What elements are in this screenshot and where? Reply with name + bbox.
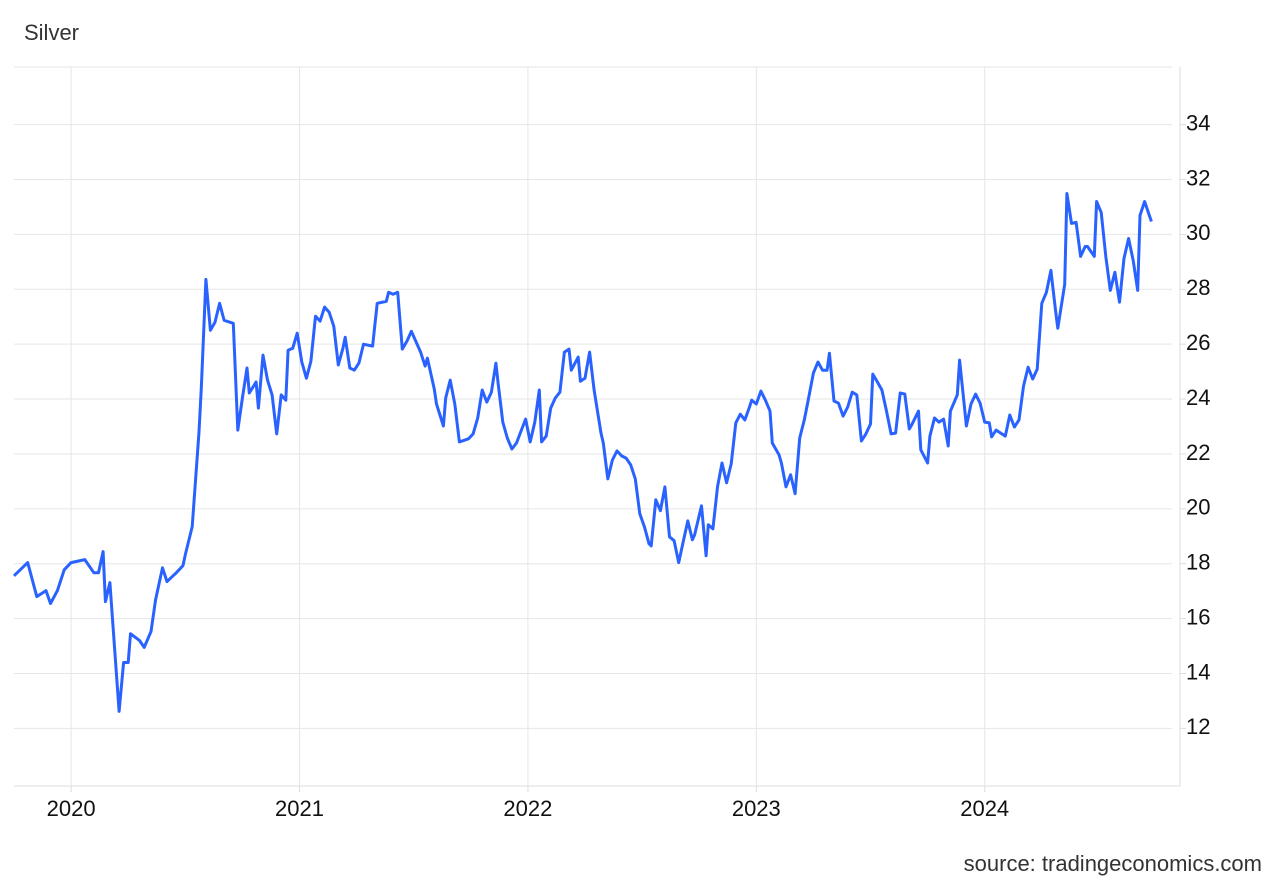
x-tick-label: 2021	[275, 796, 324, 821]
y-tick-label: 26	[1186, 330, 1210, 355]
y-tick-label: 28	[1186, 275, 1210, 300]
x-tick-label: 2023	[732, 796, 781, 821]
y-tick-label: 22	[1186, 440, 1210, 465]
y-tick-label: 16	[1186, 604, 1210, 629]
x-tick-label: 2022	[503, 796, 552, 821]
price-line	[12, 192, 1153, 713]
y-tick-label: 34	[1186, 110, 1210, 135]
y-tick-label: 20	[1186, 495, 1210, 520]
source-note: source: tradingeconomics.com	[964, 851, 1262, 876]
x-tick-label: 2020	[47, 796, 96, 821]
x-tick-label: 2024	[960, 796, 1009, 821]
y-tick-label: 30	[1186, 220, 1210, 245]
chart-title: Silver	[24, 20, 79, 45]
y-tick-label: 18	[1186, 550, 1210, 575]
y-tick-label: 14	[1186, 659, 1210, 684]
y-tick-label: 24	[1186, 385, 1210, 410]
y-tick-label: 12	[1186, 714, 1210, 739]
y-tick-label: 32	[1186, 165, 1210, 190]
